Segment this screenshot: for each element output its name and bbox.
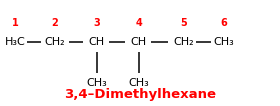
Text: 3,4–Dimethylhexane: 3,4–Dimethylhexane [64, 88, 216, 101]
Text: CH₃: CH₃ [214, 37, 234, 47]
Text: CH₂: CH₂ [173, 37, 194, 47]
Text: CH₂: CH₂ [44, 37, 65, 47]
Text: CH: CH [88, 37, 105, 47]
Text: 3: 3 [93, 18, 100, 28]
Text: 4: 4 [135, 18, 142, 28]
Text: 5: 5 [180, 18, 187, 28]
Text: CH₃: CH₃ [128, 78, 149, 88]
Text: CH₃: CH₃ [86, 78, 107, 88]
Text: 6: 6 [221, 18, 227, 28]
Text: CH: CH [130, 37, 147, 47]
Text: 2: 2 [51, 18, 58, 28]
Text: H₃C: H₃C [5, 37, 26, 47]
Text: 1: 1 [12, 18, 19, 28]
